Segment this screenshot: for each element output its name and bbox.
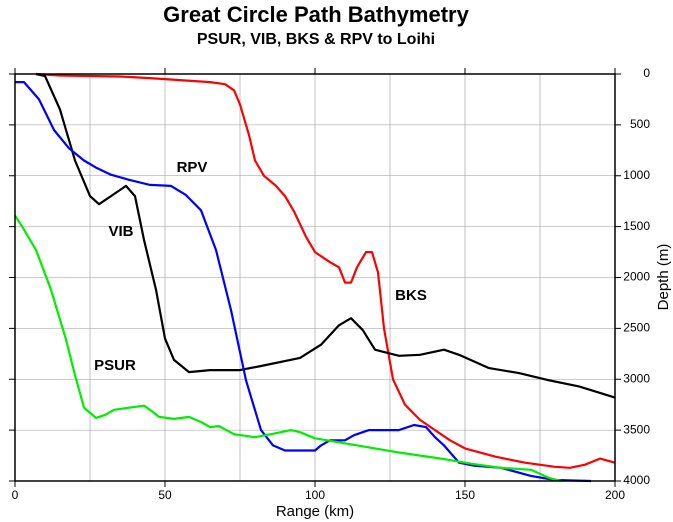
y-tick-label: 3000 <box>623 371 650 385</box>
x-axis-label: Range (km) <box>276 503 354 520</box>
series-label: BKS <box>395 287 427 304</box>
y-tick-label: 2000 <box>623 270 650 284</box>
x-tick-label: 0 <box>12 488 19 502</box>
x-tick-label: 200 <box>605 488 625 502</box>
y-tick-label: 500 <box>630 117 650 131</box>
data-line <box>15 81 592 483</box>
x-tick-label: 150 <box>455 488 475 502</box>
x-tick-label: 50 <box>158 488 172 502</box>
series-label: VIB <box>108 223 133 240</box>
series-label: PSUR <box>94 357 136 374</box>
y-tick-label: 1500 <box>623 219 650 233</box>
y-tick-label: 2500 <box>623 321 650 335</box>
chart-subtitle: PSUR, VIB, BKS & RPV to Loihi <box>197 31 435 48</box>
chart-title: Great Circle Path Bathymetry <box>163 2 469 27</box>
y-axis-label: Depth (m) <box>655 244 672 311</box>
series-label: RPV <box>177 159 208 176</box>
y-tick-label: 1000 <box>623 168 650 182</box>
y-tick-label: 4000 <box>623 473 650 487</box>
data-line <box>35 72 616 399</box>
data-line <box>14 214 562 483</box>
data-line <box>35 72 616 469</box>
y-tick-label: 3500 <box>623 422 650 436</box>
x-tick-label: 100 <box>305 488 325 502</box>
plot-frame <box>14 73 616 482</box>
y-tick-label: 0 <box>643 66 650 80</box>
